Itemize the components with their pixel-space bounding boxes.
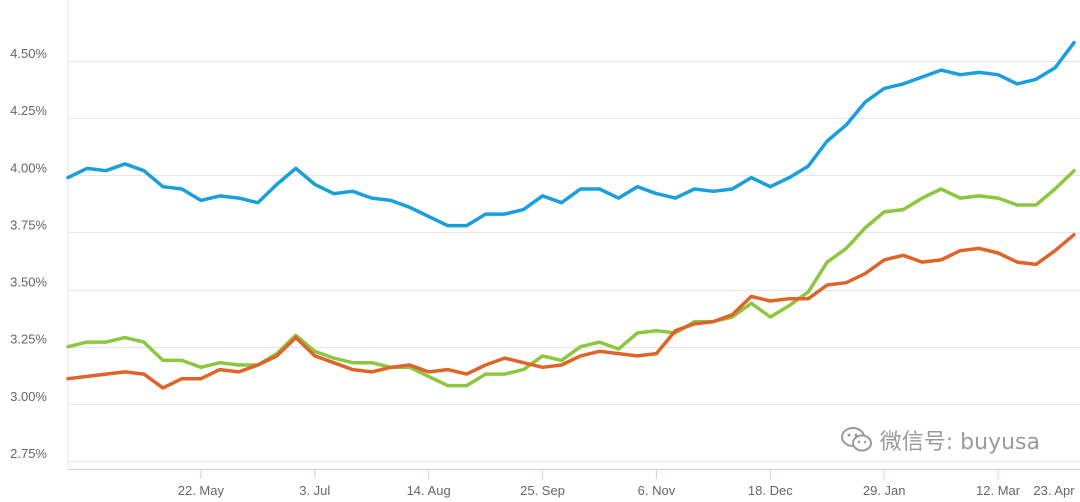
y-tick-label: 3.75% [10,217,47,232]
y-tick-label: 3.00% [10,389,47,404]
series-lines [66,40,1076,390]
x-tick-label: 29. Jan [863,483,906,498]
wechat-icon [840,427,872,452]
series-line-3 [66,232,1076,390]
watermark: 微信号: buyusa [835,424,1044,456]
watermark-text: 微信号: buyusa [879,430,1040,455]
x-tick-label: 12. Mar [976,483,1021,498]
y-tick-label: 4.50% [10,46,47,61]
x-tick-label: 3. Jul [299,483,330,498]
y-tick-label: 2.75% [10,446,47,461]
series-line-1 [66,40,1076,228]
y-tick-label: 3.25% [10,332,47,347]
y-tick-label: 3.50% [10,275,47,290]
x-tick-label: 6. Nov [638,483,676,498]
y-tick-label: 4.25% [10,103,47,118]
x-tick-label: 14. Aug [407,483,451,498]
y-tick-label: 4.00% [10,160,47,175]
x-tick-label: 25. Sep [520,483,565,498]
x-tick-label: 23. Apr [1033,483,1075,498]
x-tick-label: 22. May [178,483,225,498]
y-axis-ticks: 2.75% 3.00% 3.25% 3.50% 3.75% 4.00% 4.25% 4.50% [10,46,47,461]
x-axis: 22. May 3. Jul 14. Aug 25. Sep 6. Nov 18. Dec… [68,469,1080,498]
grid-lines [67,0,1080,469]
series-line-2 [66,168,1076,388]
x-tick-label: 18. Dec [748,483,793,498]
